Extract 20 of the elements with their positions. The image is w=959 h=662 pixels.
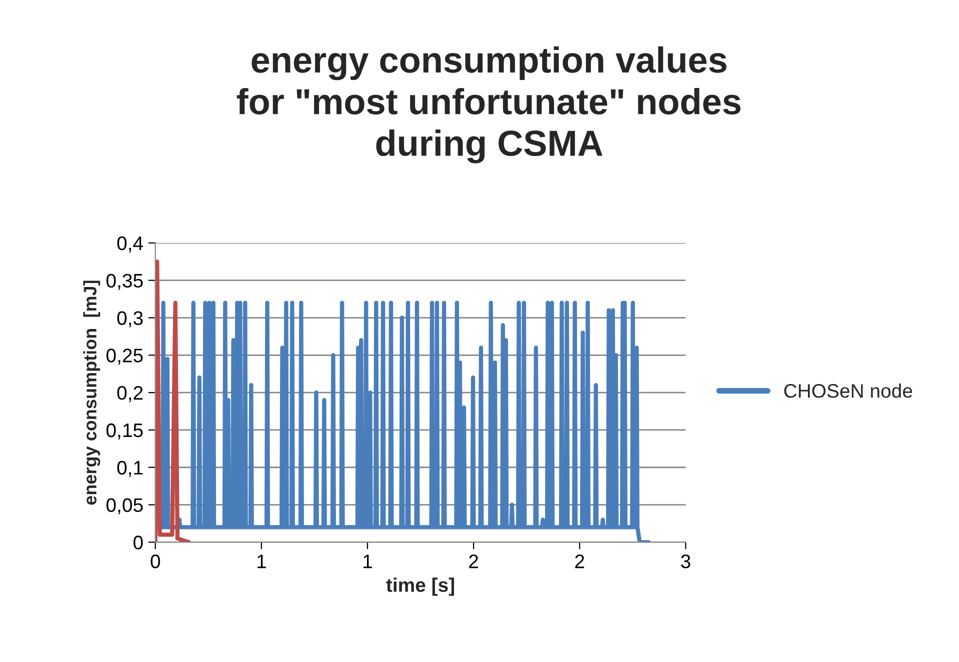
y-tick-label: 0,1 (117, 460, 143, 477)
x-axis-title: time [s] (386, 578, 454, 596)
y-tick-label: 0,05 (106, 498, 143, 514)
legend-label: CHOSeN node (784, 384, 912, 398)
x-tick-label: 2 (469, 554, 478, 568)
y-tick-label: 0,25 (106, 348, 143, 365)
y-tick-label: 0 (134, 536, 143, 550)
y-tick-label: 0,2 (117, 386, 143, 402)
x-tick-label: 2 (575, 554, 584, 568)
y-tick-label: 0,4 (117, 236, 143, 252)
x-tick-label: 1 (364, 554, 372, 568)
line-series (155, 260, 192, 542)
y-tick-label: 0,35 (106, 274, 143, 290)
chart-title: energy consumption values for "most unfortunate" nodes during CSMA (236, 46, 740, 164)
x-tick-label: 3 (681, 554, 690, 568)
y-tick-label: 0,15 (106, 423, 143, 440)
x-tick-label: 0 (150, 554, 160, 568)
y-tick-label: 0,3 (117, 311, 143, 328)
y-axis-title: energy consumption [mJ] (83, 280, 100, 505)
x-tick-label: 1 (258, 554, 266, 568)
